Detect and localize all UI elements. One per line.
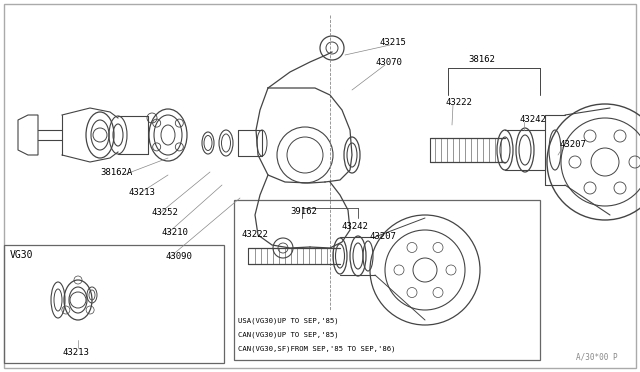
Text: CAN(VG30)UP TO SEP,'85): CAN(VG30)UP TO SEP,'85) — [238, 332, 339, 339]
Text: 43070: 43070 — [376, 58, 403, 67]
Text: 43215: 43215 — [380, 38, 407, 47]
Text: 43222: 43222 — [242, 230, 269, 239]
Text: USA(VG30)UP TO SEP,'85): USA(VG30)UP TO SEP,'85) — [238, 318, 339, 324]
Bar — [234, 200, 540, 360]
Text: 43210: 43210 — [162, 228, 189, 237]
Text: 39162: 39162 — [290, 207, 317, 216]
Text: 43213: 43213 — [62, 348, 89, 357]
Text: VG30: VG30 — [10, 250, 33, 260]
Text: 43090: 43090 — [165, 252, 192, 261]
Text: CAN(VG30,SF)FROM SEP,'85 TO SEP,'86): CAN(VG30,SF)FROM SEP,'85 TO SEP,'86) — [238, 346, 396, 353]
Text: 38162A: 38162A — [100, 168, 132, 177]
Text: 43242: 43242 — [520, 115, 547, 124]
Text: 43207: 43207 — [370, 232, 397, 241]
Bar — [4, 245, 224, 363]
Text: 43242: 43242 — [342, 222, 369, 231]
Text: 43213: 43213 — [128, 188, 155, 197]
Text: 43252: 43252 — [152, 208, 179, 217]
Text: 38162: 38162 — [468, 55, 495, 64]
Text: A/30*00 P: A/30*00 P — [577, 353, 618, 362]
Text: 43222: 43222 — [446, 98, 473, 107]
Text: 43207: 43207 — [560, 140, 587, 149]
